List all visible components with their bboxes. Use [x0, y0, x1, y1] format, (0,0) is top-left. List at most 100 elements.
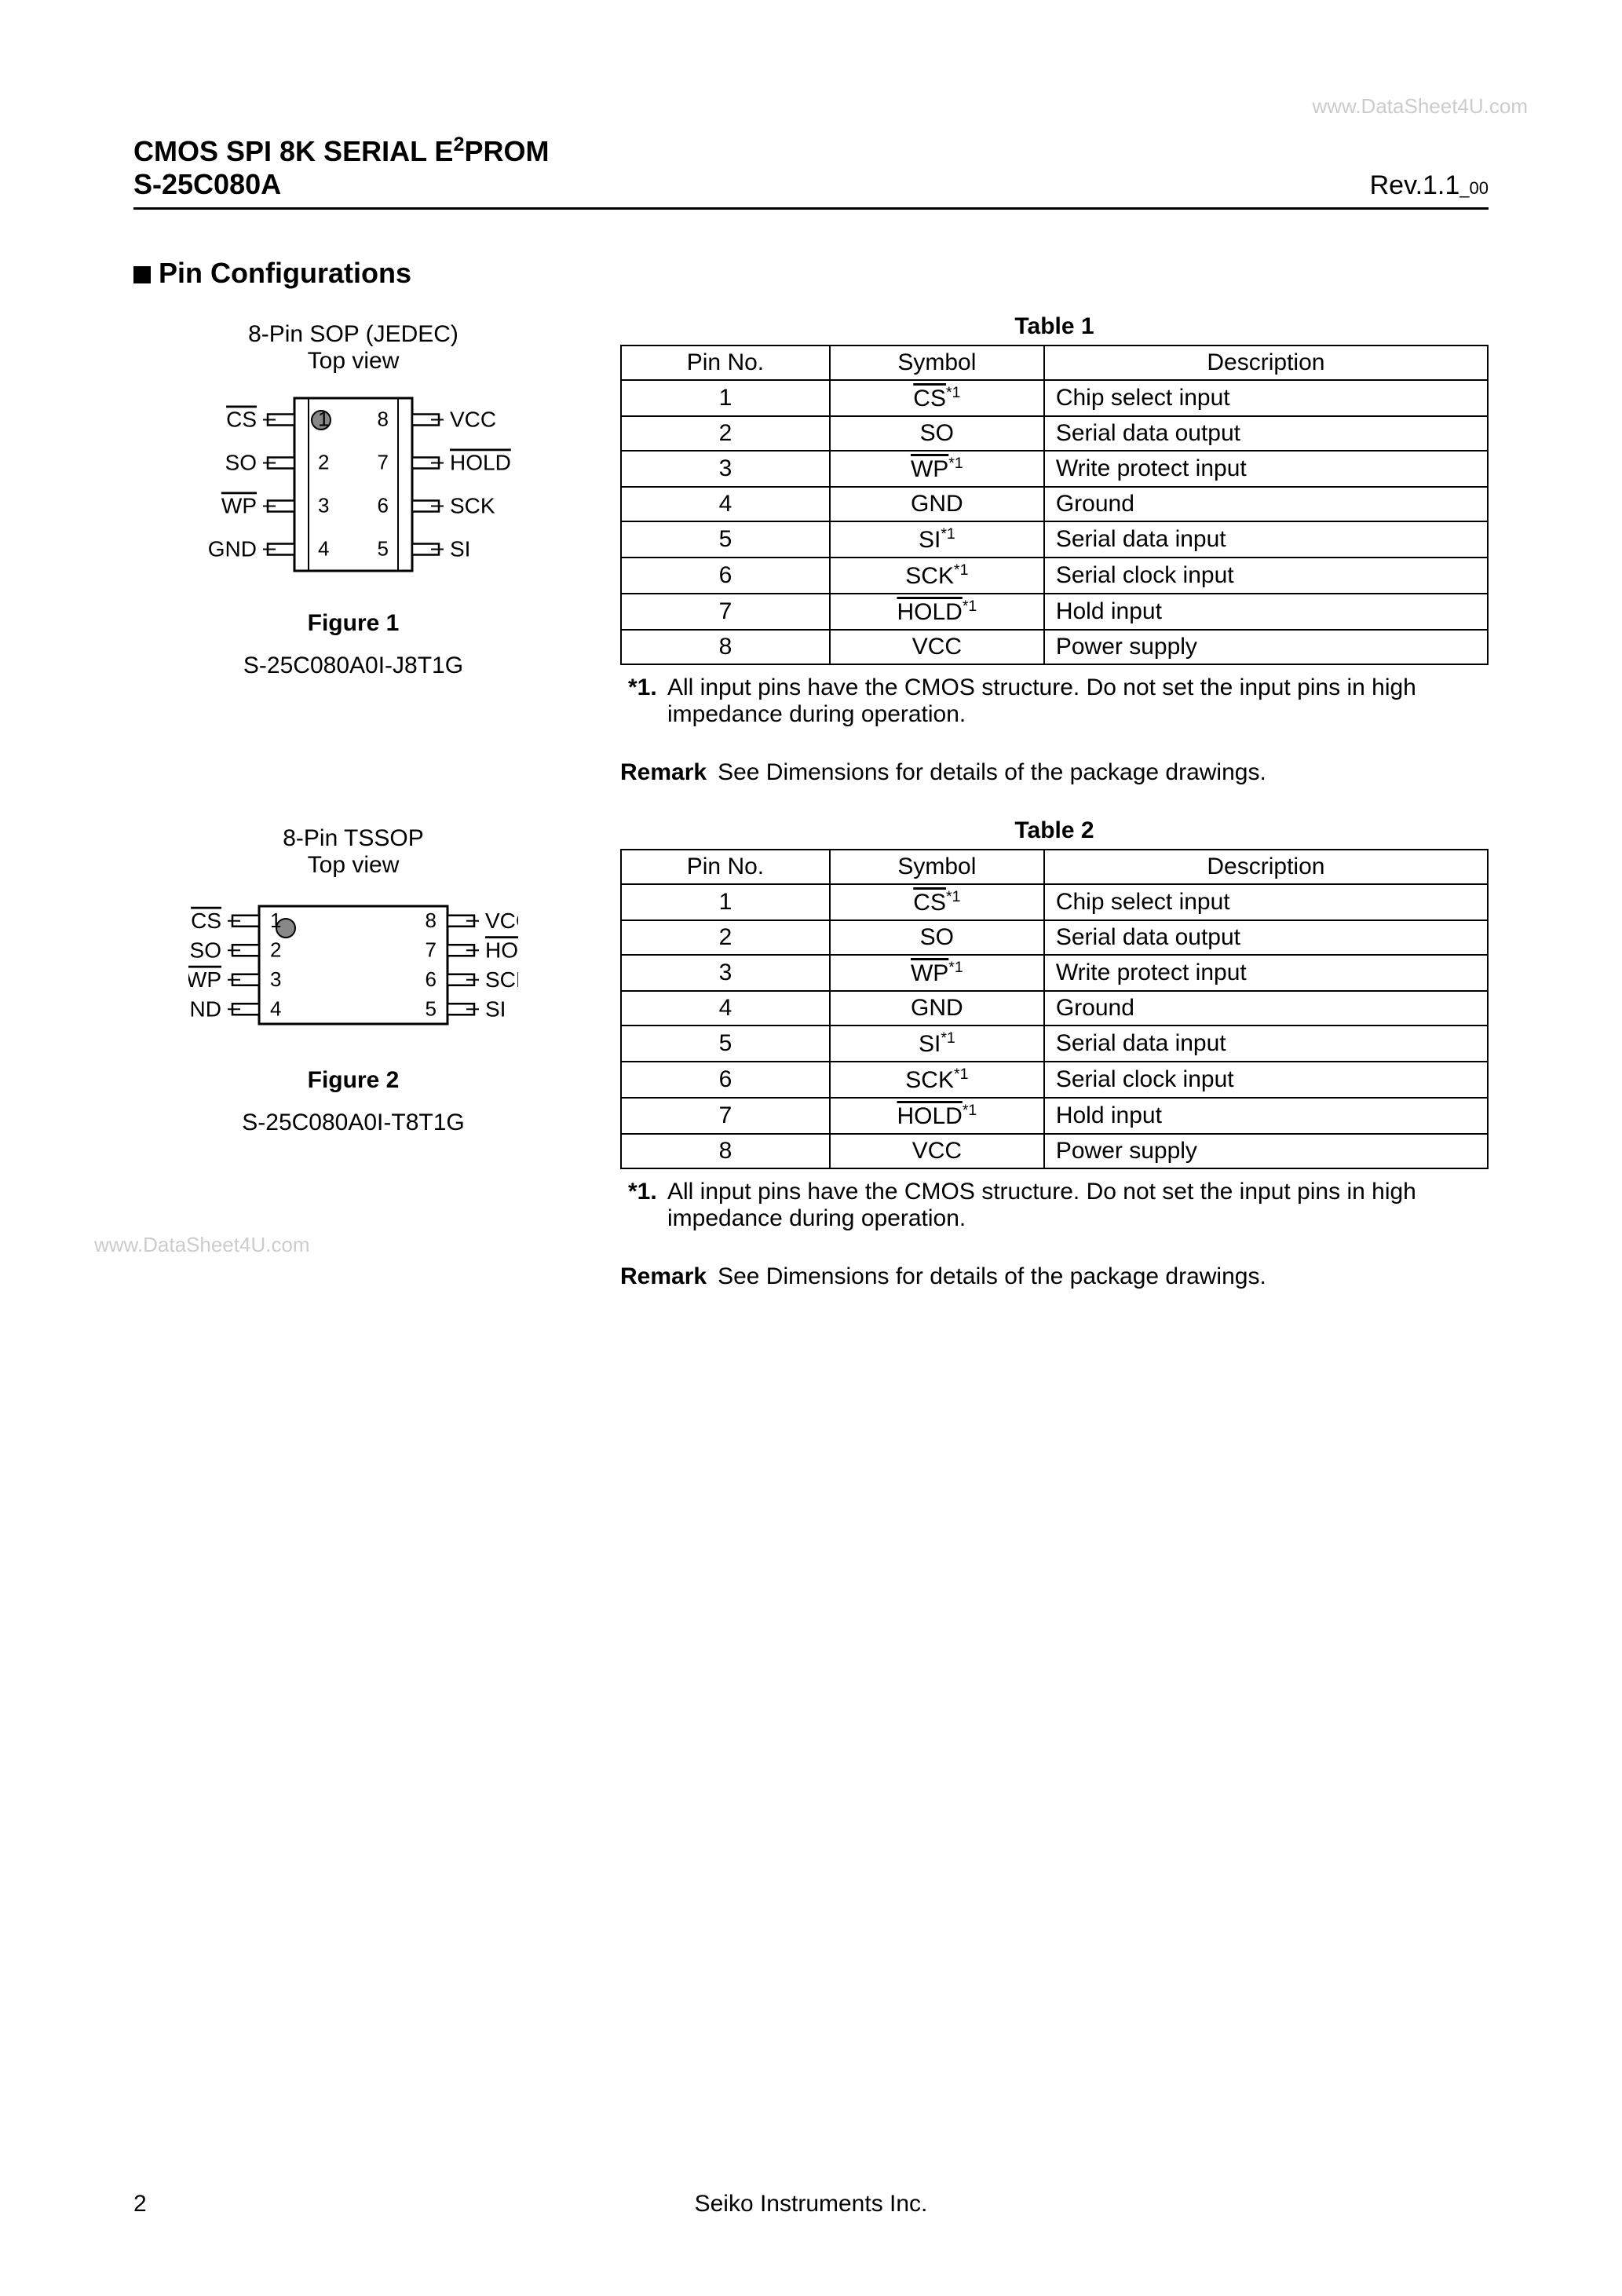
pin-desc: Ground [1044, 487, 1488, 521]
pin-no: 4 [621, 991, 830, 1026]
figure-label: Figure 1 [133, 610, 573, 637]
remark-label: Remark [620, 759, 707, 785]
package-subtitle: Top view [133, 852, 573, 879]
table-title: Table 1 [620, 313, 1489, 340]
svg-text:WP: WP [221, 494, 257, 518]
svg-text:SCK: SCK [450, 494, 495, 518]
svg-text:2: 2 [270, 938, 281, 961]
svg-text:3: 3 [318, 494, 329, 517]
pin-symbol: GND [830, 991, 1044, 1026]
pin-desc: Serial data input [1044, 521, 1488, 558]
table-row: 7 HOLD*1 Hold input [621, 1098, 1488, 1134]
section-title-text: Pin Configurations [159, 257, 411, 289]
svg-text:SI: SI [485, 996, 506, 1021]
pin-symbol: GND [830, 487, 1044, 521]
package-table-col: Table 1 Pin No.SymbolDescription 1 CS*1 … [620, 313, 1489, 786]
pin-symbol: SO [830, 416, 1044, 451]
package-title: 8-Pin SOP (JEDEC) [133, 321, 573, 348]
package-title: 8-Pin TSSOP [133, 825, 573, 852]
table-row: 5 SI*1 Serial data input [621, 521, 1488, 558]
pin-no: 6 [621, 558, 830, 594]
svg-text:WP: WP [188, 967, 221, 992]
table-row: 2 SO Serial data output [621, 416, 1488, 451]
pin-desc: Serial clock input [1044, 1062, 1488, 1098]
svg-text:VCC: VCC [485, 909, 518, 933]
table-row: 4 GND Ground [621, 487, 1488, 521]
svg-text:SCK: SCK [485, 967, 518, 992]
pin-no: 4 [621, 487, 830, 521]
svg-text:5: 5 [426, 996, 437, 1020]
pin-no: 1 [621, 380, 830, 416]
title-pre: CMOS SPI 8K SERIAL E [133, 135, 453, 167]
page-header: CMOS SPI 8K SERIAL E2PROM S-25C080A Rev.… [133, 133, 1489, 210]
svg-text:4: 4 [318, 537, 329, 561]
pin-desc: Chip select input [1044, 380, 1488, 416]
table-row: 1 CS*1 Chip select input [621, 884, 1488, 920]
svg-text:7: 7 [378, 451, 389, 474]
title-post: PROM [464, 135, 549, 167]
pin-desc: Chip select input [1044, 884, 1488, 920]
table-title: Table 2 [620, 817, 1489, 844]
pin-symbol: CS*1 [830, 884, 1044, 920]
table-row: 8 VCC Power supply [621, 1134, 1488, 1168]
watermark-top: www.DataSheet4U.com [1312, 94, 1528, 119]
doc-part: S-25C080A [133, 168, 549, 201]
pin-symbol: WP*1 [830, 955, 1044, 991]
pin-desc: Write protect input [1044, 451, 1488, 487]
figure-part-number: S-25C080A0I-T8T1G [133, 1110, 573, 1136]
table-row: 6 SCK*1 Serial clock input [621, 558, 1488, 594]
doc-title-line1: CMOS SPI 8K SERIAL E2PROM [133, 133, 549, 168]
table-row: 3 WP*1 Write protect input [621, 955, 1488, 991]
pin-no: 1 [621, 884, 830, 920]
svg-text:1: 1 [270, 909, 281, 932]
table-row: 6 SCK*1 Serial clock input [621, 1062, 1488, 1098]
chip-diagram: 18CSVCC27SOHOLD36WPSCK45GNDSI [188, 887, 518, 1044]
package-block: 8-Pin TSSOP Top view 18CSVCC27SOHOLD36WP… [133, 817, 1489, 1290]
svg-text:VCC: VCC [450, 408, 496, 432]
table-row: 1 CS*1 Chip select input [621, 380, 1488, 416]
table-header: Description [1044, 850, 1488, 884]
pin-desc: Serial data output [1044, 416, 1488, 451]
svg-text:7: 7 [426, 938, 437, 961]
svg-text:SI: SI [450, 537, 470, 561]
svg-text:2: 2 [318, 451, 329, 474]
pin-symbol: SCK*1 [830, 558, 1044, 594]
table-header: Pin No. [621, 850, 830, 884]
svg-text:8: 8 [378, 408, 389, 431]
table-header: Pin No. [621, 345, 830, 380]
watermark-left: www.DataSheet4U.com [94, 1233, 310, 1257]
section-bullet-icon [133, 266, 151, 283]
svg-text:4: 4 [270, 996, 281, 1020]
pin-symbol: WP*1 [830, 451, 1044, 487]
pin-symbol: SI*1 [830, 521, 1044, 558]
footer-company: Seiko Instruments Inc. [0, 2191, 1622, 2217]
svg-text:5: 5 [378, 537, 389, 561]
footnote: *1.All input pins have the CMOS structur… [620, 1179, 1489, 1232]
table-row: 8 VCC Power supply [621, 630, 1488, 664]
svg-text:GND: GND [188, 996, 221, 1021]
pin-desc: Ground [1044, 991, 1488, 1026]
footnote: *1.All input pins have the CMOS structur… [620, 675, 1489, 728]
pin-table: Pin No.SymbolDescription 1 CS*1 Chip sel… [620, 849, 1489, 1169]
remark-label: Remark [620, 1263, 707, 1289]
pin-desc: Serial clock input [1044, 558, 1488, 594]
svg-text:8: 8 [426, 909, 437, 932]
remark-text: See Dimensions for details of the packag… [718, 759, 1266, 785]
rev-main: Rev.1.1 [1370, 170, 1460, 200]
svg-text:HOLD: HOLD [450, 451, 511, 475]
pin-symbol: SCK*1 [830, 1062, 1044, 1098]
pin-desc: Power supply [1044, 1134, 1488, 1168]
table-row: 5 SI*1 Serial data input [621, 1026, 1488, 1062]
chip-diagram: 18CSVCC27SOHOLD36WPSCK45GNDSI [188, 382, 518, 587]
svg-text:GND: GND [208, 537, 257, 561]
pin-no: 6 [621, 1062, 830, 1098]
table-row: 3 WP*1 Write protect input [621, 451, 1488, 487]
table-row: 7 HOLD*1 Hold input [621, 594, 1488, 630]
svg-text:1: 1 [318, 408, 329, 431]
package-figure-col: 8-Pin TSSOP Top view 18CSVCC27SOHOLD36WP… [133, 817, 573, 1136]
pin-symbol: VCC [830, 630, 1044, 664]
svg-text:CS: CS [191, 909, 221, 933]
pin-desc: Hold input [1044, 1098, 1488, 1134]
rev-sub: _00 [1459, 178, 1489, 198]
figure-label: Figure 2 [133, 1067, 573, 1094]
